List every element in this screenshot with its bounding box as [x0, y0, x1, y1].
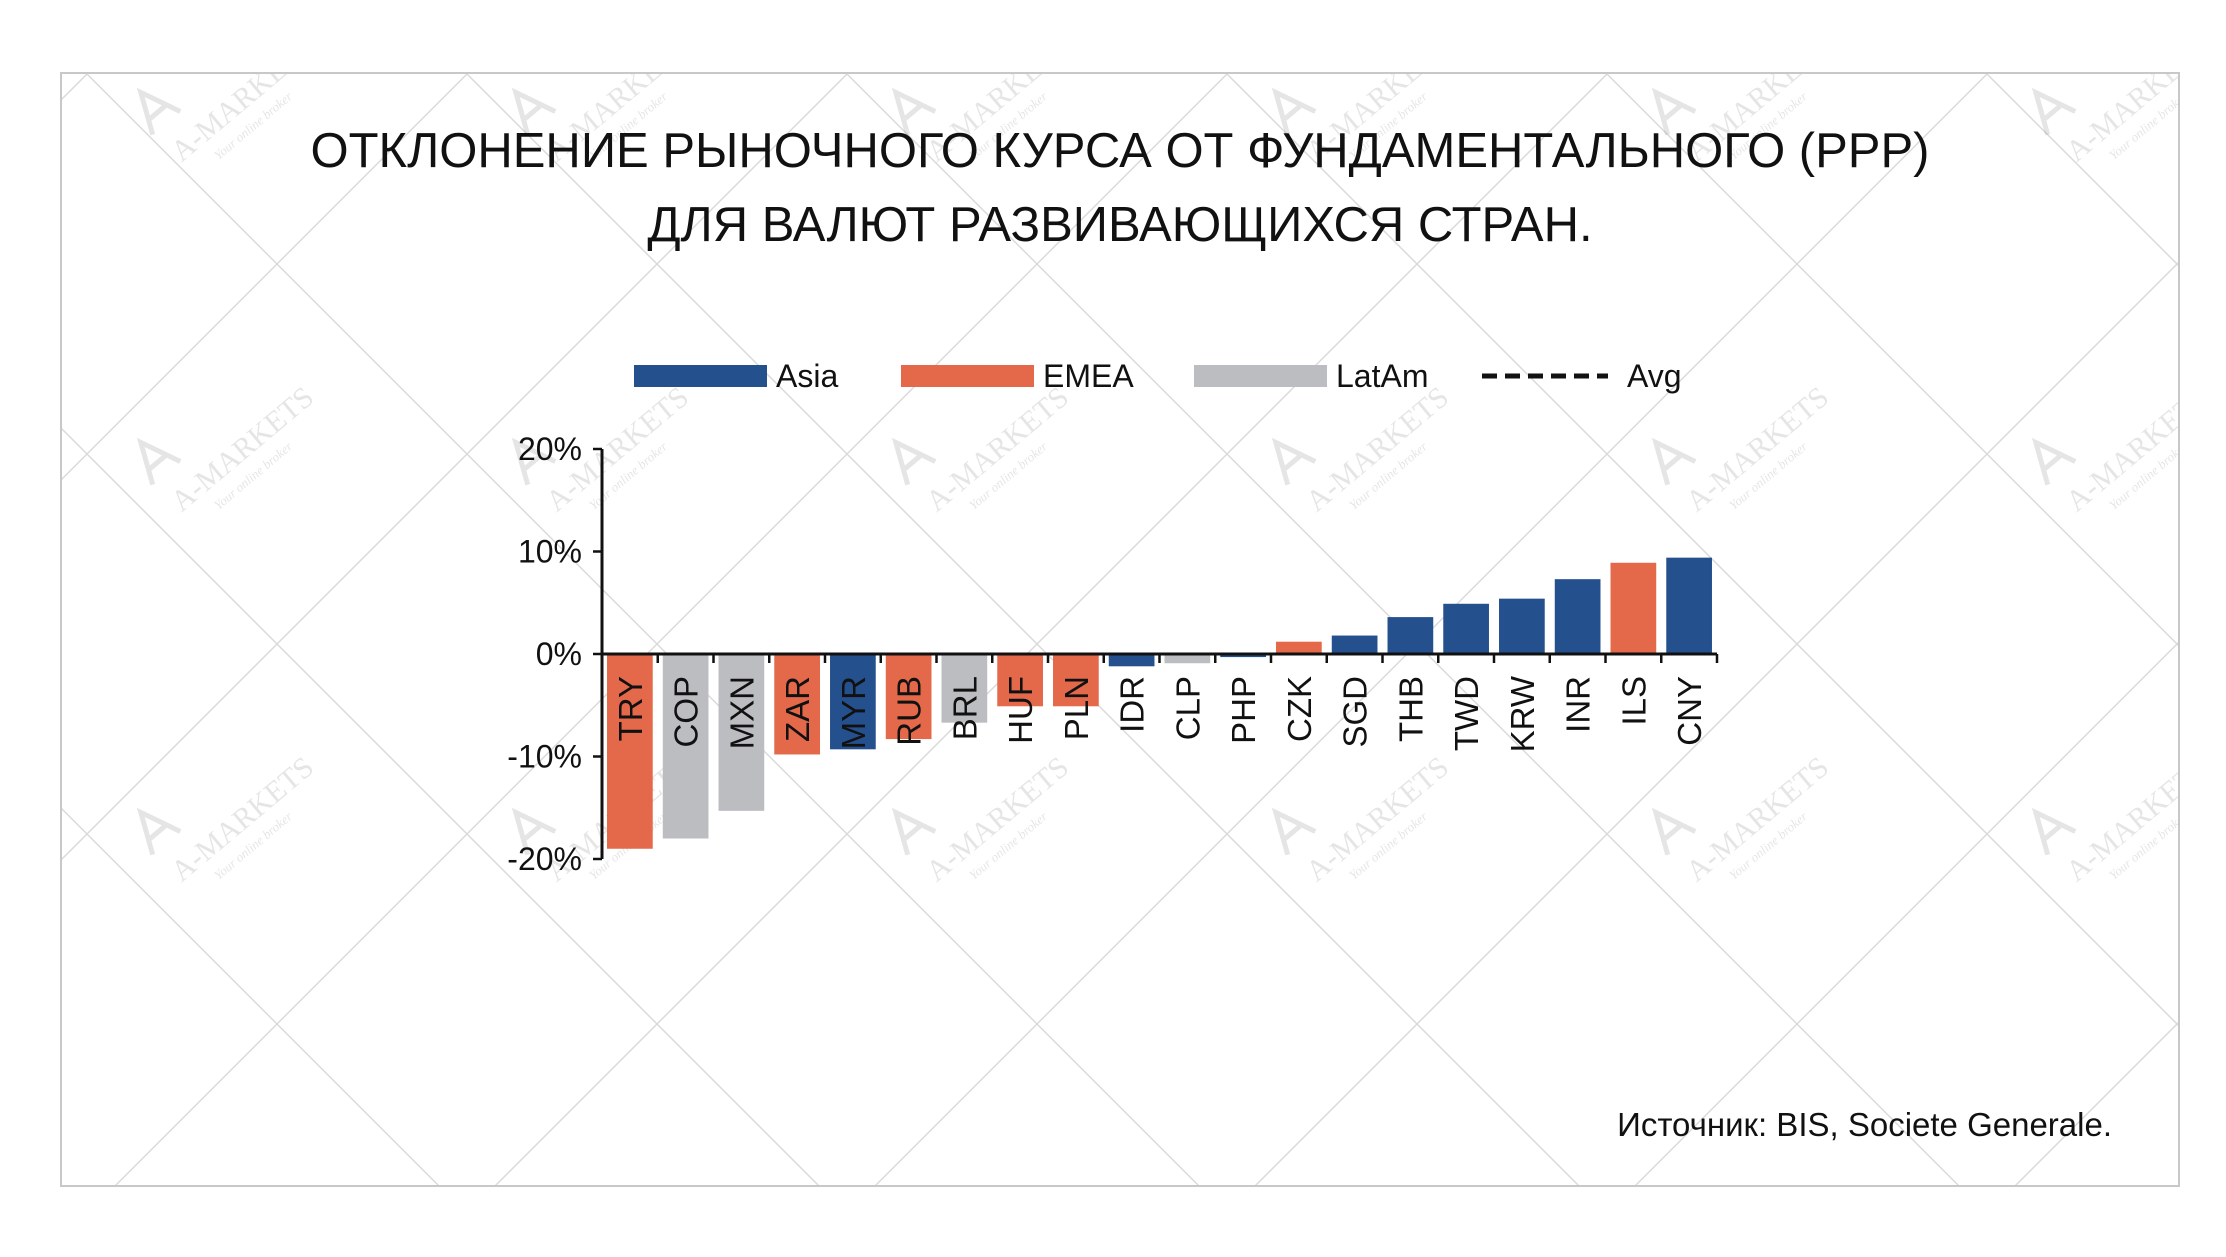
watermark-line: [495, 74, 1608, 1185]
legend-label-asia: Asia: [776, 358, 838, 394]
x-tick-label: ZAR: [779, 676, 816, 742]
x-tick-label: BRL: [946, 676, 983, 740]
x-tick-label: MYR: [835, 676, 872, 749]
watermark-line: [1986, 74, 2178, 266]
x-tick-label: KRW: [1504, 675, 1541, 752]
bar-chart: 20% 10% 0% -10% -20% TRY COP MXN ZAR MYR RUB BRL HU…: [507, 358, 1719, 877]
legend-label-avg: Avg: [1627, 358, 1682, 394]
x-tick-label: TRY: [612, 676, 649, 741]
bar-mxn: [718, 654, 765, 811]
bar-idr: [1108, 654, 1155, 667]
x-tick-label: ILS: [1615, 676, 1652, 726]
watermark-line: [466, 74, 1579, 1185]
watermark-logo-icon: [2031, 437, 2077, 486]
x-tick-label: PHP: [1225, 676, 1262, 744]
x-tick-label: RUB: [891, 676, 928, 746]
watermark-line: [62, 808, 439, 1185]
chart-title-line-1: ОТКЛОНЕНИЕ РЫНОЧНОГО КУРСА ОТ ФУНДАМЕНТА…: [310, 124, 1930, 178]
legend-swatch-latam: [1194, 365, 1327, 387]
watermark-logo-icon: [1271, 437, 1317, 486]
axes-group: [600, 449, 1719, 859]
y-tick-label: 0%: [536, 636, 582, 672]
bar-thb: [1387, 617, 1434, 654]
x-tick-label: CZK: [1281, 676, 1318, 742]
bar-twd: [1443, 603, 1489, 654]
bar-cop: [662, 654, 709, 839]
watermark-logo-icon: [1271, 807, 1317, 856]
watermark-line: [1635, 642, 2178, 1185]
bars-group: [607, 557, 1712, 849]
bar-myr: [830, 654, 876, 750]
y-tick-label: -20%: [507, 841, 582, 877]
x-tick-label: THB: [1392, 676, 1429, 742]
y-tick-label: 10%: [518, 534, 582, 570]
x-axis-labels: TRY COP MXN ZAR MYR RUB BRL HUF PLN IDR CLP PHP CZK S…: [612, 675, 1708, 752]
bar-clp: [1164, 654, 1211, 664]
watermark-line: [1226, 74, 2178, 1026]
bar-rub: [885, 654, 932, 740]
watermark-logo-icon: [1271, 87, 1317, 136]
watermark-logo-icon: [511, 87, 557, 136]
bar-czk: [1276, 641, 1322, 654]
x-tick-label: CLP: [1169, 676, 1206, 740]
legend-swatch-asia: [634, 365, 767, 387]
watermark-line: [1606, 74, 2178, 646]
watermark-logo-icon: [891, 87, 937, 136]
bar-brl: [941, 654, 988, 723]
legend-swatch-emea: [901, 365, 1034, 387]
chart-title: ОТКЛОНЕНИЕ РЫНОЧНОГО КУРСА ОТ ФУНДАМЕНТА…: [62, 114, 2178, 262]
watermark-line: [86, 74, 1199, 1185]
x-tick-label: INR: [1560, 676, 1597, 733]
bar-zar: [774, 654, 820, 755]
watermark-line: [62, 74, 848, 860]
watermark-line: [62, 428, 819, 1185]
x-tick-label: PLN: [1058, 676, 1095, 740]
x-tick-label: SGD: [1337, 676, 1374, 748]
x-tick-label: TWD: [1448, 676, 1485, 751]
legend: Asia EMEA LatAm Avg: [634, 358, 1682, 394]
watermark-logo-icon: [136, 807, 182, 856]
bar-try: [607, 654, 653, 849]
bar-cny: [1666, 557, 1712, 654]
watermark-logo-icon: [2031, 807, 2077, 856]
watermark-logo-icon: [891, 437, 937, 486]
watermark-line: [1255, 262, 2178, 1185]
watermark-logo-icon: [511, 807, 557, 856]
watermark-line: [62, 74, 468, 480]
bar-huf: [997, 654, 1043, 707]
watermark-line: [115, 74, 1228, 1185]
y-axis-ticks: 20% 10% 0% -10% -20%: [507, 431, 602, 877]
bar-inr: [1554, 579, 1601, 654]
x-tick-label: COP: [668, 676, 705, 748]
x-tick-label: HUF: [1002, 676, 1039, 744]
watermark-logo-icon: [136, 437, 182, 486]
chart-frame: A-MARKETS Your online broker A-MARKETS Your…: [60, 72, 2180, 1187]
x-tick-label: MXN: [723, 676, 760, 749]
legend-label-emea: EMEA: [1043, 358, 1134, 394]
watermark-logo-icon: [511, 437, 557, 486]
watermark-logo-icon: [136, 87, 182, 136]
chart-title-line-2: ДЛЯ ВАЛЮТ РАЗВИВАЮЩИХСЯ СТРАН.: [647, 198, 1593, 252]
y-tick-label: -10%: [507, 739, 582, 775]
bar-krw: [1499, 598, 1545, 654]
source-note: Источник: BIS, Societe Generale.: [1617, 1106, 2112, 1143]
x-tick-label: IDR: [1114, 676, 1151, 733]
bar-pln: [1053, 654, 1099, 707]
bar-ils: [1610, 562, 1657, 654]
bar-sgd: [1331, 635, 1378, 654]
watermark-logo-icon: [891, 807, 937, 856]
legend-label-latam: LatAm: [1336, 358, 1428, 394]
watermark-logo-icon: [1651, 87, 1697, 136]
y-tick-label: 20%: [518, 431, 582, 467]
bar-php: [1220, 654, 1266, 658]
x-tick-label: CNY: [1671, 676, 1708, 746]
watermark-logo-icon: [1651, 437, 1697, 486]
watermark-logo-icon: [2031, 87, 2077, 136]
watermark-logo-icon: [1651, 807, 1697, 856]
